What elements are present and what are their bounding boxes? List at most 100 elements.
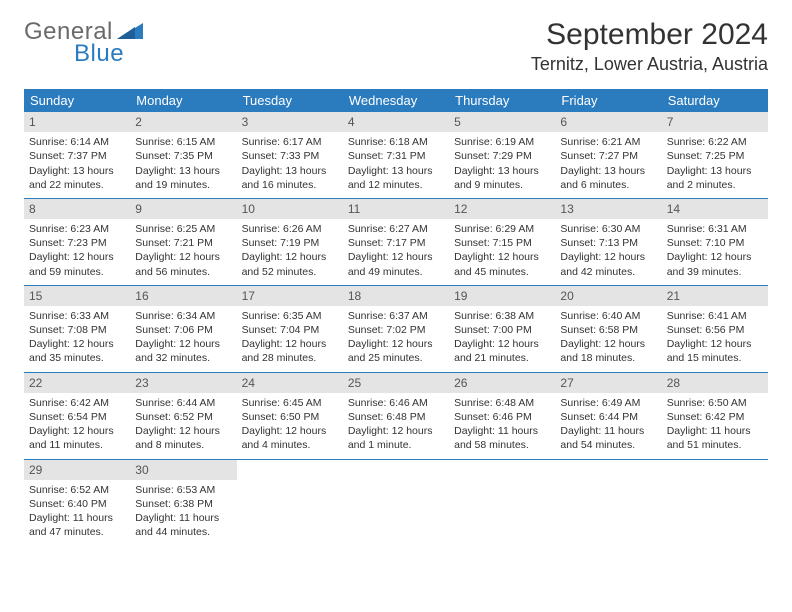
day-cell: 12Sunrise: 6:29 AMSunset: 7:15 PMDayligh… bbox=[449, 199, 555, 285]
day-cell: 19Sunrise: 6:38 AMSunset: 7:00 PMDayligh… bbox=[449, 286, 555, 372]
daylight-text: and 22 minutes. bbox=[29, 178, 125, 192]
daylight-text: and 1 minute. bbox=[348, 438, 444, 452]
day-number: 19 bbox=[449, 286, 555, 306]
sunrise-text: Sunrise: 6:35 AM bbox=[242, 309, 338, 323]
daylight-text: Daylight: 13 hours bbox=[242, 164, 338, 178]
day-number: 6 bbox=[555, 112, 661, 132]
day-number: 24 bbox=[237, 373, 343, 393]
sunrise-text: Sunrise: 6:40 AM bbox=[560, 309, 656, 323]
daylight-text: Daylight: 12 hours bbox=[348, 337, 444, 351]
calendar: Sunday Monday Tuesday Wednesday Thursday… bbox=[24, 89, 768, 545]
daylight-text: Daylight: 12 hours bbox=[560, 250, 656, 264]
day-number: 10 bbox=[237, 199, 343, 219]
weeks-container: 1Sunrise: 6:14 AMSunset: 7:37 PMDaylight… bbox=[24, 112, 768, 545]
daylight-text: Daylight: 12 hours bbox=[560, 337, 656, 351]
daylight-text: and 4 minutes. bbox=[242, 438, 338, 452]
week-row: 8Sunrise: 6:23 AMSunset: 7:23 PMDaylight… bbox=[24, 199, 768, 286]
week-row: 1Sunrise: 6:14 AMSunset: 7:37 PMDaylight… bbox=[24, 112, 768, 199]
sunrise-text: Sunrise: 6:37 AM bbox=[348, 309, 444, 323]
day-cell: 22Sunrise: 6:42 AMSunset: 6:54 PMDayligh… bbox=[24, 373, 130, 459]
week-row: 29Sunrise: 6:52 AMSunset: 6:40 PMDayligh… bbox=[24, 460, 768, 546]
sunset-text: Sunset: 6:42 PM bbox=[667, 410, 763, 424]
daylight-text: and 54 minutes. bbox=[560, 438, 656, 452]
daylight-text: and 45 minutes. bbox=[454, 265, 550, 279]
daylight-text: and 59 minutes. bbox=[29, 265, 125, 279]
day-header-row: Sunday Monday Tuesday Wednesday Thursday… bbox=[24, 89, 768, 112]
day-number: 21 bbox=[662, 286, 768, 306]
day-cell: 27Sunrise: 6:49 AMSunset: 6:44 PMDayligh… bbox=[555, 373, 661, 459]
daylight-text: and 21 minutes. bbox=[454, 351, 550, 365]
day-cell: 24Sunrise: 6:45 AMSunset: 6:50 PMDayligh… bbox=[237, 373, 343, 459]
daylight-text: Daylight: 13 hours bbox=[29, 164, 125, 178]
day-number: 28 bbox=[662, 373, 768, 393]
day-cell: 5Sunrise: 6:19 AMSunset: 7:29 PMDaylight… bbox=[449, 112, 555, 198]
sunset-text: Sunset: 6:56 PM bbox=[667, 323, 763, 337]
col-saturday: Saturday bbox=[662, 89, 768, 112]
week-row: 22Sunrise: 6:42 AMSunset: 6:54 PMDayligh… bbox=[24, 373, 768, 460]
daylight-text: Daylight: 12 hours bbox=[29, 424, 125, 438]
day-cell: 17Sunrise: 6:35 AMSunset: 7:04 PMDayligh… bbox=[237, 286, 343, 372]
day-cell: 26 Sunrise: 6:48 AMSunset: 6:46 PMDayligh… bbox=[449, 373, 555, 459]
sunrise-text: Sunrise: 6:53 AM bbox=[135, 483, 231, 497]
sunrise-text: Sunrise: 6:19 AM bbox=[454, 135, 550, 149]
daylight-text: Daylight: 12 hours bbox=[29, 337, 125, 351]
day-cell: 13Sunrise: 6:30 AMSunset: 7:13 PMDayligh… bbox=[555, 199, 661, 285]
daylight-text: and 8 minutes. bbox=[135, 438, 231, 452]
header: General Blue September 2024 Ternitz, Low… bbox=[24, 18, 768, 75]
col-sunday: Sunday bbox=[24, 89, 130, 112]
sunrise-text: Sunrise: 6:26 AM bbox=[242, 222, 338, 236]
sunset-text: Sunset: 7:06 PM bbox=[135, 323, 231, 337]
sunset-text: Sunset: 7:02 PM bbox=[348, 323, 444, 337]
sunrise-text: Sunrise: 6:46 AM bbox=[348, 396, 444, 410]
sunset-text: Sunset: 7:29 PM bbox=[454, 149, 550, 163]
daylight-text: Daylight: 12 hours bbox=[29, 250, 125, 264]
day-number: 22 bbox=[24, 373, 130, 393]
daylight-text: Daylight: 11 hours bbox=[667, 424, 763, 438]
day-cell: 15Sunrise: 6:33 AMSunset: 7:08 PMDayligh… bbox=[24, 286, 130, 372]
daylight-text: Daylight: 12 hours bbox=[454, 250, 550, 264]
day-cell: 3Sunrise: 6:17 AMSunset: 7:33 PMDaylight… bbox=[237, 112, 343, 198]
day-cell: 8Sunrise: 6:23 AMSunset: 7:23 PMDaylight… bbox=[24, 199, 130, 285]
daylight-text: Daylight: 12 hours bbox=[135, 250, 231, 264]
sunset-text: Sunset: 6:40 PM bbox=[29, 497, 125, 511]
day-number: 11 bbox=[343, 199, 449, 219]
sunrise-text: Sunrise: 6:21 AM bbox=[560, 135, 656, 149]
col-tuesday: Tuesday bbox=[237, 89, 343, 112]
daylight-text: and 9 minutes. bbox=[454, 178, 550, 192]
daylight-text: and 58 minutes. bbox=[454, 438, 550, 452]
sunset-text: Sunset: 6:46 PM bbox=[454, 410, 550, 424]
day-cell: 2Sunrise: 6:15 AMSunset: 7:35 PMDaylight… bbox=[130, 112, 236, 198]
daylight-text: Daylight: 11 hours bbox=[454, 424, 550, 438]
sunrise-text: Sunrise: 6:48 AM bbox=[454, 396, 550, 410]
week-row: 15Sunrise: 6:33 AMSunset: 7:08 PMDayligh… bbox=[24, 286, 768, 373]
logo: General Blue bbox=[24, 18, 143, 46]
daylight-text: Daylight: 12 hours bbox=[135, 337, 231, 351]
daylight-text: Daylight: 12 hours bbox=[454, 337, 550, 351]
daylight-text: Daylight: 13 hours bbox=[667, 164, 763, 178]
sunrise-text: Sunrise: 6:44 AM bbox=[135, 396, 231, 410]
sunset-text: Sunset: 7:37 PM bbox=[29, 149, 125, 163]
day-cell: 10Sunrise: 6:26 AMSunset: 7:19 PMDayligh… bbox=[237, 199, 343, 285]
daylight-text: Daylight: 12 hours bbox=[667, 250, 763, 264]
day-number: 27 bbox=[555, 373, 661, 393]
col-wednesday: Wednesday bbox=[343, 89, 449, 112]
sunset-text: Sunset: 6:44 PM bbox=[560, 410, 656, 424]
day-cell: 18Sunrise: 6:37 AMSunset: 7:02 PMDayligh… bbox=[343, 286, 449, 372]
daylight-text: Daylight: 12 hours bbox=[242, 424, 338, 438]
location: Ternitz, Lower Austria, Austria bbox=[531, 54, 768, 75]
sunset-text: Sunset: 7:19 PM bbox=[242, 236, 338, 250]
daylight-text: and 11 minutes. bbox=[29, 438, 125, 452]
daylight-text: and 25 minutes. bbox=[348, 351, 444, 365]
sunset-text: Sunset: 7:23 PM bbox=[29, 236, 125, 250]
sunset-text: Sunset: 7:04 PM bbox=[242, 323, 338, 337]
sunrise-text: Sunrise: 6:34 AM bbox=[135, 309, 231, 323]
day-cell: 4Sunrise: 6:18 AMSunset: 7:31 PMDaylight… bbox=[343, 112, 449, 198]
daylight-text: Daylight: 13 hours bbox=[560, 164, 656, 178]
sunset-text: Sunset: 7:25 PM bbox=[667, 149, 763, 163]
day-number: 26 bbox=[449, 373, 555, 393]
sunrise-text: Sunrise: 6:25 AM bbox=[135, 222, 231, 236]
day-number: 4 bbox=[343, 112, 449, 132]
day-cell: 23Sunrise: 6:44 AMSunset: 6:52 PMDayligh… bbox=[130, 373, 236, 459]
sunset-text: Sunset: 7:21 PM bbox=[135, 236, 231, 250]
day-cell: 11Sunrise: 6:27 AMSunset: 7:17 PMDayligh… bbox=[343, 199, 449, 285]
